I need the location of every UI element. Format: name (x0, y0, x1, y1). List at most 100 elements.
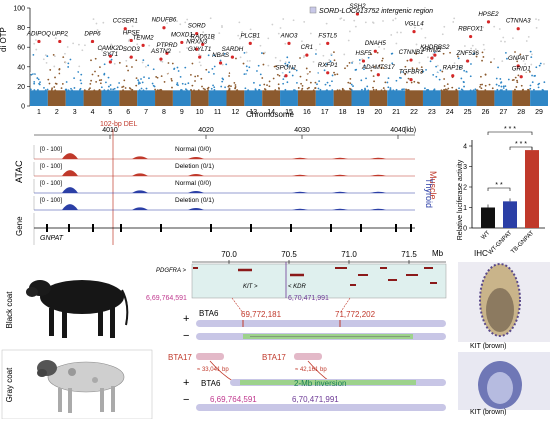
chromosome-label: 20 (374, 109, 382, 116)
snp-point (143, 76, 145, 78)
snp-point (194, 80, 196, 82)
snp-point (43, 86, 45, 89)
snp-point (543, 81, 546, 84)
snp-point-gray (35, 48, 38, 51)
snp-point (141, 81, 144, 84)
snp-point-gray (383, 47, 386, 50)
track-label: Normal (0/0) (175, 146, 211, 153)
chromosome-label: 19 (357, 109, 365, 116)
snp-point-gray (198, 53, 201, 56)
snp-point (32, 53, 35, 56)
snp-point-gray (302, 56, 305, 59)
snp-point-gray (340, 17, 343, 20)
snp-point (113, 87, 116, 90)
chromosome-label: 23 (428, 109, 436, 116)
snp-point-gray (510, 17, 513, 20)
snp-point (194, 75, 197, 78)
snp-point-gray (443, 25, 446, 28)
snp-point (387, 86, 390, 89)
gene-hit-point (469, 34, 473, 39)
snp-point (443, 88, 445, 91)
snp-point (221, 80, 224, 83)
luciferase-chart: Relative luciferase activity 0 1 2 3 4 WTWT-… (457, 126, 545, 256)
gene-hit-point (58, 39, 62, 44)
snp-point (535, 66, 538, 69)
snp-point (186, 89, 188, 92)
manhattan-ytick-label: 40 (17, 64, 25, 71)
snp-point (107, 89, 110, 92)
luciferase-bar (503, 201, 517, 228)
snp-point (447, 87, 450, 90)
snp-point (488, 83, 491, 86)
snp-point-gray (237, 48, 240, 51)
snp-point-gray (343, 19, 345, 22)
chromosome-label: 24 (446, 109, 454, 116)
snp-point-gray (264, 51, 266, 54)
snp-point-gray (84, 44, 86, 47)
gene-label: NRXN3 (186, 38, 208, 45)
manhattan-ytick-label: 80 (17, 25, 25, 32)
snp-point-gray (202, 31, 205, 34)
snp-point-gray (191, 35, 194, 38)
snp-point-gray (502, 36, 505, 39)
snp-point (323, 69, 326, 72)
snp-point (171, 86, 173, 89)
snp-point-gray (178, 51, 181, 53)
chromosome-band (65, 90, 84, 106)
exon (290, 224, 292, 232)
snp-point-gray (209, 17, 212, 20)
snp-point-gray (42, 58, 45, 61)
snp-point (427, 89, 430, 91)
snp-point (347, 81, 350, 84)
snp-point (439, 69, 442, 72)
snp-point-gray (33, 42, 36, 45)
atac-peak (370, 208, 386, 210)
chromosome-band (172, 90, 191, 106)
luc-ytick-label: 4 (463, 144, 467, 151)
snp-point (407, 77, 410, 80)
snp-point (282, 82, 285, 85)
gene-label: RAP1B (443, 65, 463, 72)
exon (410, 224, 412, 232)
snp-point (474, 88, 477, 91)
snp-point (314, 87, 317, 89)
snp-point (502, 85, 505, 88)
snp-point (400, 77, 402, 79)
snp-point-gray (537, 18, 540, 21)
snp-point (38, 83, 41, 86)
snp-point-gray (78, 65, 81, 68)
snp-point-gray (361, 58, 364, 61)
snp-point (213, 86, 216, 89)
snp-point (312, 89, 315, 92)
snp-point-gray (218, 32, 221, 35)
snp-point-gray (186, 47, 188, 49)
snp-point (378, 64, 381, 67)
atac-coord-label: 4020 (198, 127, 214, 134)
snp-point (103, 89, 106, 92)
snp-point (391, 62, 394, 65)
snp-point-gray (328, 59, 331, 61)
gene-hit-point (409, 78, 413, 82)
minus-strand-gray: − (183, 394, 189, 406)
snp-point-gray (245, 51, 248, 54)
exon (250, 224, 252, 232)
mb-tick-label: 71.0 (341, 250, 357, 259)
gene-hit-point (195, 31, 199, 36)
chromosome-band (30, 90, 48, 106)
snp-point-gray (522, 60, 525, 62)
snp-point-gray (531, 53, 533, 56)
snp-point (155, 75, 158, 78)
snp-point-gray (501, 60, 504, 63)
snp-point (346, 64, 349, 67)
snp-point-gray (54, 37, 57, 39)
snp-point (406, 59, 409, 62)
snp-point (475, 55, 478, 58)
snp-point-gray (347, 39, 350, 42)
snp-point-gray (319, 43, 321, 46)
chromosome-label: 6 (126, 109, 130, 116)
snp-point (373, 65, 376, 68)
gene-label: RAD51B (191, 33, 215, 40)
snp-point (504, 85, 507, 88)
snp-point-gray (45, 61, 48, 64)
snp-point (404, 73, 407, 76)
